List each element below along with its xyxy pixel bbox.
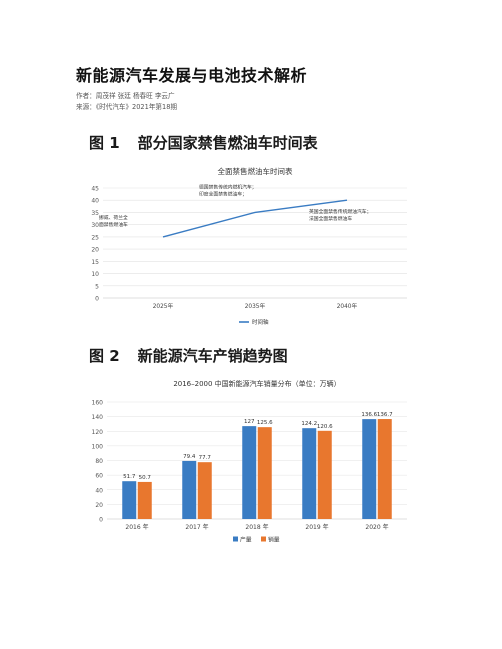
author-line: 作者：周茂祥 张廷 杨春旺 李云广 [76, 92, 175, 100]
annotation-text: 英国全面禁售传统燃油汽车； [309, 208, 371, 215]
y-tick-label: 15 [91, 259, 99, 266]
data-label: 136.6 [361, 412, 377, 418]
y-tick-label: 60 [95, 473, 103, 480]
y-tick-label: 25 [91, 234, 99, 241]
data-label: 77.7 [199, 455, 212, 461]
bar-sales [317, 430, 332, 519]
bar-sales [377, 419, 392, 519]
bar-sales [197, 462, 212, 519]
y-tick-label: 45 [91, 186, 99, 193]
x-tick-label: 2025年 [153, 302, 174, 310]
bar-chart: 2016–2000 中国新能源汽车销量分布（单位：万辆） 0 20 40 60 80 100… [92, 379, 407, 544]
data-label: 51.7 [123, 474, 136, 480]
y-tick-label: 10 [91, 271, 99, 278]
y-tick-label: 0 [99, 517, 103, 524]
y-tick-label: 20 [95, 502, 103, 509]
annotation-text: 德国禁售传统内燃机汽车； [199, 183, 257, 190]
bar-production [302, 428, 317, 519]
figure2-caption: 新能源汽车产销趋势图 [137, 347, 288, 365]
annotation-text: 印度全面禁售燃油车； [199, 190, 247, 197]
y-tick-label: 120 [92, 429, 104, 436]
data-label: 120.6 [317, 424, 333, 430]
bar-production [182, 460, 197, 519]
legend-label: 时间轴 [252, 318, 269, 326]
data-label: 79.4 [183, 454, 196, 460]
figure1-caption: 部分国家禁售燃油车时间表 [137, 134, 318, 152]
legend-swatch [261, 536, 266, 542]
bar-production [122, 481, 137, 519]
chart-title: 2016–2000 中国新能源汽车销量分布（单位：万辆） [173, 379, 340, 388]
data-label: 50.7 [139, 475, 152, 481]
bar-production [242, 426, 257, 519]
bar-production [362, 419, 377, 519]
bar-sales [137, 481, 152, 519]
annotation-text: 挪威、荷兰全 [99, 214, 128, 221]
x-tick-label: 2018 年 [245, 523, 268, 531]
annotation-text: 法国全面禁售燃油车 [309, 215, 352, 222]
y-tick-label: 100 [92, 443, 104, 450]
x-tick-label: 2020 年 [365, 523, 388, 531]
data-label: 136.7 [377, 412, 393, 418]
y-tick-label: 160 [92, 400, 104, 407]
annotation-text: 面禁售燃油车 [99, 221, 128, 228]
chart-title: 全面禁售燃油车时间表 [218, 166, 293, 176]
legend-label: 销量 [268, 536, 280, 544]
y-tick-label: 30 [91, 222, 99, 229]
x-tick-label: 2040年 [337, 302, 358, 310]
data-label: 124.2 [301, 421, 317, 427]
source-line: 来源：《时代汽车》2021年第18期 [76, 103, 177, 111]
x-tick-label: 2016 年 [125, 523, 148, 531]
x-tick-label: 2019 年 [305, 523, 328, 531]
figure1-number: 图 1 [89, 134, 120, 152]
y-tick-label: 40 [95, 487, 103, 494]
y-tick-label: 140 [92, 414, 104, 421]
x-tick-label: 2035年 [245, 302, 266, 310]
figure1-chart-panel: 全面禁售燃油车时间表 0 5 10 15 20 25 30 35 40 45 2025年 2035年 20… [89, 158, 413, 336]
figure1-heading: 图 1 部分国家禁售燃油车时间表 [89, 132, 318, 153]
data-label: 127 [244, 419, 255, 425]
page-title: 新能源汽车发展与电池技术解析 [76, 66, 308, 85]
series-line [162, 199, 348, 238]
x-tick-label: 2017 年 [185, 523, 208, 531]
legend-swatch [233, 536, 238, 542]
figure2-chart-panel: 2016–2000 中国新能源汽车销量分布（单位：万辆） 0 20 40 60 80 100… [89, 374, 413, 558]
y-tick-label: 0 [95, 296, 99, 303]
y-tick-label: 20 [91, 247, 99, 254]
figure2-heading: 图 2 新能源汽车产销趋势图 [89, 345, 288, 366]
legend-label: 产量 [240, 536, 252, 544]
bar-sales [257, 427, 272, 519]
y-tick-label: 40 [91, 198, 99, 205]
y-tick-label: 80 [95, 458, 103, 465]
y-tick-label: 35 [91, 210, 99, 217]
y-tick-label: 5 [95, 283, 99, 290]
figure2-number: 图 2 [89, 347, 120, 365]
data-label: 125.6 [257, 420, 273, 426]
line-chart: 全面禁售燃油车时间表 0 5 10 15 20 25 30 35 40 45 2025年 2035年 20… [91, 166, 407, 326]
